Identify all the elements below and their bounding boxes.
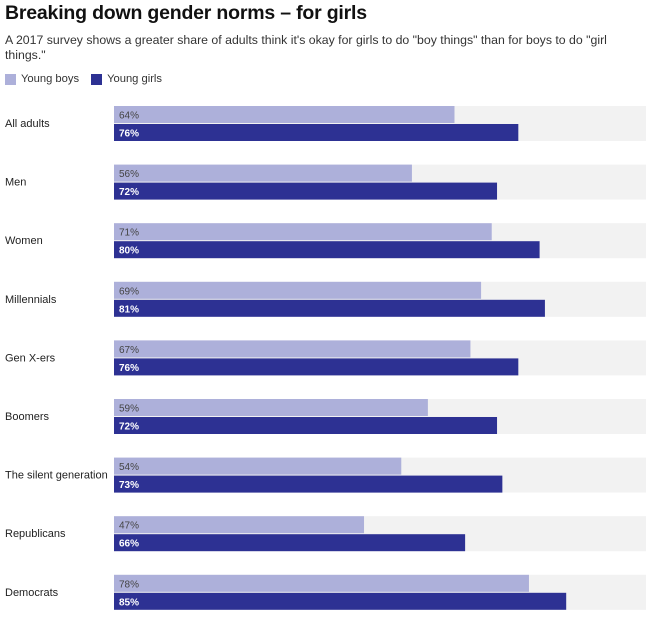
bar-group-republicans: Republicans 47% 66%	[5, 516, 646, 552]
bar-group-men: Men 56% 72%	[5, 164, 646, 200]
bar-group-gen-x-ers: Gen X-ers 67% 76%	[5, 340, 646, 376]
legend-swatch-young-boys	[5, 73, 16, 85]
data-label-young-girls: 76%	[119, 129, 139, 140]
category-label: All adults	[5, 118, 50, 130]
bar-young-girls	[114, 592, 567, 610]
bar-group-the-silent-generation: The silent generation 54% 73%	[5, 457, 646, 493]
bar-group-millennials: Millennials 69% 81%	[5, 281, 646, 317]
bar-group-boomers: Boomers 59% 72%	[5, 399, 646, 434]
data-label-young-boys: 56%	[119, 169, 139, 180]
legend-label-young-boys: Young boys	[21, 73, 80, 85]
data-label-young-girls: 72%	[119, 187, 139, 198]
legend-item-young-boys: Young boys	[5, 73, 79, 85]
bar-young-boys	[114, 164, 412, 182]
bar-young-boys	[114, 223, 492, 241]
data-label-young-boys: 59%	[119, 404, 139, 415]
chart-subtitle: A 2017 survey shows a greater share of a…	[5, 33, 607, 62]
data-label-young-girls: 85%	[119, 597, 139, 608]
category-label: Women	[5, 235, 43, 247]
category-label: Boomers	[5, 411, 50, 423]
legend-label-young-girls: Young girls	[107, 73, 163, 85]
data-label-young-boys: 78%	[119, 579, 139, 590]
data-label-young-boys: 67%	[119, 345, 139, 356]
data-label-young-girls: 81%	[119, 304, 139, 315]
data-label-young-boys: 54%	[119, 462, 139, 473]
data-label-young-girls: 80%	[119, 246, 139, 257]
category-label: Men	[5, 177, 26, 189]
category-label: Republicans	[5, 528, 66, 540]
legend-swatch-young-girls	[91, 73, 103, 85]
data-label-young-boys: 64%	[119, 111, 139, 122]
bar-young-girls	[114, 534, 466, 552]
bar-young-girls	[114, 475, 503, 493]
bar-young-girls	[114, 182, 498, 200]
data-label-young-girls: 76%	[119, 363, 139, 374]
bar-young-boys	[114, 106, 455, 123]
bar-young-boys	[114, 516, 365, 534]
bar-young-girls	[114, 241, 540, 259]
bar-young-boys	[114, 399, 428, 416]
bar-group-all-adults: All adults 64% 76%	[5, 106, 646, 141]
data-label-young-boys: 71%	[119, 228, 139, 239]
category-label: Millennials	[5, 294, 57, 306]
chart-title: Breaking down gender norms – for girls	[5, 2, 367, 24]
legend: Young boys Young girls	[5, 72, 174, 86]
bar-young-boys	[114, 457, 402, 475]
data-label-young-boys: 47%	[119, 521, 139, 532]
bar-young-boys	[114, 340, 471, 358]
bar-young-girls	[114, 358, 519, 376]
data-label-young-boys: 69%	[119, 286, 139, 297]
category-label: The silent generation	[5, 470, 108, 482]
data-label-young-girls: 72%	[119, 422, 139, 433]
legend-item-young-girls: Young girls	[91, 73, 162, 85]
bar-young-boys	[114, 281, 482, 299]
bar-group-democrats: Democrats 78% 85%	[5, 574, 646, 610]
data-label-young-girls: 66%	[119, 539, 139, 550]
data-label-young-girls: 73%	[119, 480, 139, 491]
bar-young-girls	[114, 124, 519, 141]
category-label: Democrats	[5, 587, 59, 599]
bar-group-women: Women 71% 80%	[5, 223, 646, 259]
bar-young-girls	[114, 417, 498, 434]
bar-young-girls	[114, 299, 545, 317]
category-label: Gen X-ers	[5, 352, 56, 364]
bar-young-boys	[114, 574, 529, 592]
